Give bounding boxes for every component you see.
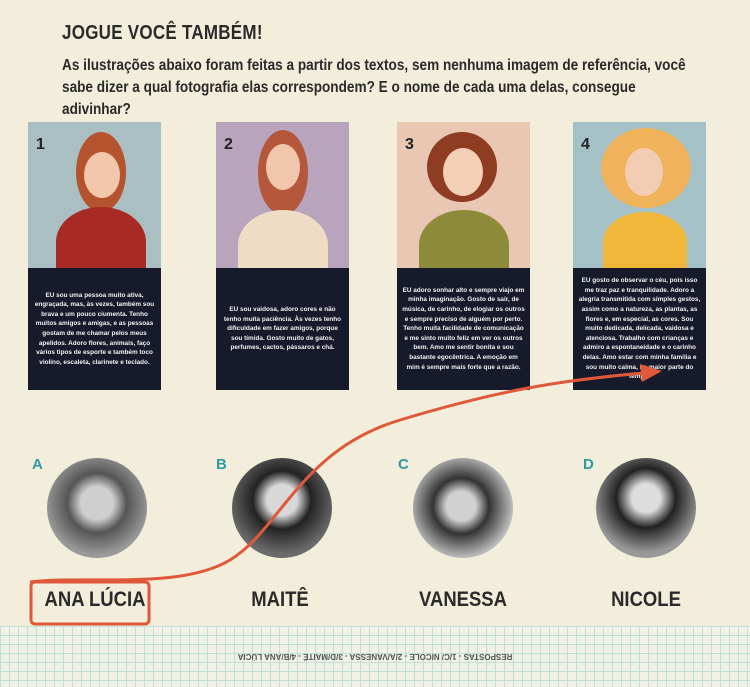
person-letter-b: B (216, 456, 227, 473)
person-letter-c: C (398, 456, 409, 473)
card-number: 3 (405, 136, 414, 153)
person-letter-a: A (32, 456, 43, 473)
card-number: 4 (581, 136, 590, 153)
person-name-b: MAITÊ (251, 588, 309, 611)
card-description: EU gosto de observar o céu, pois isso me… (573, 268, 706, 390)
illustration-3: 3 (397, 122, 530, 268)
illustration-card-4: 4 EU gosto de observar o céu, pois isso … (573, 122, 706, 390)
grid-footer (0, 626, 750, 687)
card-number: 1 (36, 136, 45, 153)
person-name-d: NICOLE (611, 588, 681, 611)
photo-c (413, 458, 513, 558)
photo-d (596, 458, 696, 558)
answers-upside-down: RESPOSTAS - 1/C/ NICOLE - 2/A/VANESSA - … (237, 652, 513, 661)
illustration-4: 4 (573, 122, 706, 268)
person-name-a: ANA LÚCIA (44, 588, 146, 611)
card-number: 2 (224, 136, 233, 153)
card-description: EU sou vaidosa, adoro cores e não tenho … (216, 268, 349, 390)
card-description: EU adoro sonhar alto e sempre viajo em m… (397, 268, 530, 390)
person-name-c: VANESSA (419, 588, 507, 611)
intro-text: As ilustrações abaixo foram feitas a par… (62, 57, 686, 118)
photo-a (47, 458, 147, 558)
person-letter-d: D (583, 456, 594, 473)
illustration-2: 2 (216, 122, 349, 268)
page-title: JOGUE VOCÊ TAMBÉM! (62, 22, 263, 44)
illustration-card-1: 1 EU sou uma pessoa muito ativa, engraça… (28, 122, 161, 390)
illustration-1: 1 (28, 122, 161, 268)
illustration-card-2: 2 EU sou vaidosa, adoro cores e não tenh… (216, 122, 349, 390)
illustration-card-3: 3 EU adoro sonhar alto e sempre viajo em… (397, 122, 530, 390)
card-description: EU sou uma pessoa muito ativa, engraçada… (28, 268, 161, 390)
